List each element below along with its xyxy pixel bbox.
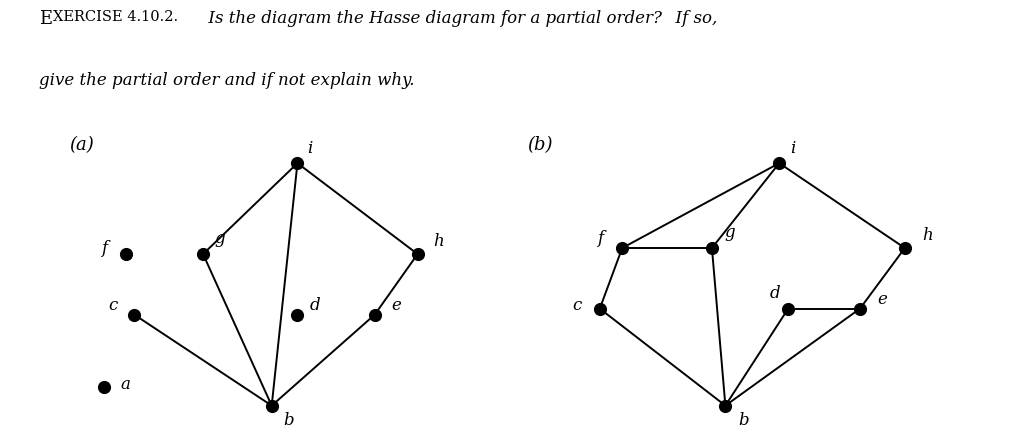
Point — [289, 311, 305, 318]
Point — [897, 244, 913, 251]
Text: e: e — [391, 297, 401, 314]
Point — [614, 244, 631, 251]
Text: g: g — [725, 225, 735, 241]
Point — [780, 305, 797, 312]
Text: b: b — [284, 412, 294, 429]
Text: (a): (a) — [70, 136, 94, 154]
Point — [367, 311, 383, 318]
Point — [118, 251, 134, 258]
Text: f: f — [101, 240, 108, 256]
Text: Is the diagram the Hasse diagram for a partial order?  If so,: Is the diagram the Hasse diagram for a p… — [200, 10, 717, 27]
Point — [717, 402, 733, 409]
Text: XERCISE 4.10.2.: XERCISE 4.10.2. — [53, 10, 178, 24]
Text: d: d — [769, 285, 780, 302]
Point — [592, 305, 608, 312]
Text: i: i — [790, 140, 796, 156]
Text: a: a — [121, 376, 131, 393]
Point — [195, 251, 211, 258]
Point — [126, 311, 142, 318]
Point — [96, 384, 113, 391]
Point — [289, 160, 305, 167]
Text: c: c — [572, 297, 582, 314]
Text: h: h — [434, 233, 444, 251]
Text: f: f — [597, 230, 603, 248]
Point — [263, 402, 280, 409]
Text: e: e — [878, 291, 888, 308]
Point — [703, 244, 720, 251]
Point — [771, 160, 787, 167]
Text: give the partial order and if not explain why.: give the partial order and if not explai… — [39, 72, 415, 89]
Text: b: b — [738, 412, 749, 429]
Point — [410, 251, 426, 258]
Point — [852, 305, 868, 312]
Text: d: d — [309, 297, 319, 314]
Text: c: c — [109, 297, 118, 314]
Text: E: E — [39, 10, 52, 28]
Text: h: h — [922, 227, 933, 244]
Text: (b): (b) — [527, 136, 553, 154]
Text: g: g — [215, 230, 225, 248]
Text: i: i — [307, 140, 313, 156]
